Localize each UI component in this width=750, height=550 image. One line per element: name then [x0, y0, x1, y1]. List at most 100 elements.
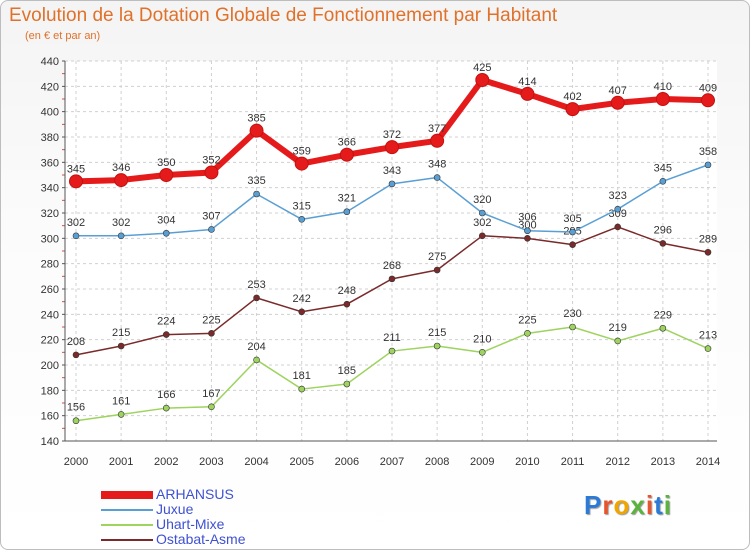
data-label-uhart-mixe: 181 — [293, 370, 311, 382]
data-label-ostabat-asme: 215 — [112, 327, 130, 339]
data-point-uhart-mixe — [524, 330, 531, 337]
data-point-ostabat-asme — [162, 331, 170, 338]
logo-letter: r — [602, 490, 614, 520]
logo-letter: o — [613, 490, 631, 520]
data-point-arhansus — [565, 102, 580, 117]
x-tick-label: 2001 — [109, 456, 133, 468]
data-label-arhansus: 407 — [609, 85, 627, 97]
y-tick-label: 300 — [41, 233, 59, 245]
data-label-ostabat-asme: 268 — [383, 260, 401, 272]
data-label-arhansus: 352 — [202, 154, 220, 166]
y-tick-label: 420 — [41, 81, 59, 93]
data-point-juxue — [343, 208, 351, 216]
data-point-juxue — [72, 232, 80, 240]
data-point-arhansus — [701, 93, 715, 108]
data-label-arhansus: 425 — [473, 62, 491, 74]
data-point-arhansus — [69, 174, 83, 189]
data-label-juxue: 305 — [563, 213, 581, 225]
data-point-arhansus — [520, 86, 535, 101]
data-label-arhansus: 414 — [518, 76, 536, 88]
data-point-uhart-mixe — [569, 323, 576, 331]
data-label-arhansus: 366 — [338, 137, 356, 149]
data-label-uhart-mixe: 166 — [157, 389, 175, 401]
data-point-uhart-mixe — [614, 337, 622, 345]
logo-letter: t — [654, 490, 664, 520]
data-label-ostabat-asme: 296 — [654, 224, 672, 236]
data-label-juxue: 348 — [428, 159, 446, 171]
x-tick-label: 2009 — [470, 456, 494, 468]
data-label-ostabat-asme: 302 — [473, 217, 491, 229]
data-label-arhansus: 402 — [563, 91, 581, 103]
data-label-juxue: 343 — [383, 165, 401, 177]
x-tick-label: 2008 — [425, 456, 449, 468]
data-point-ostabat-asme — [117, 342, 125, 350]
data-point-ostabat-asme — [524, 235, 531, 242]
data-label-ostabat-asme: 225 — [202, 314, 220, 326]
logo-letter: P — [584, 490, 603, 520]
data-point-arhansus — [610, 95, 625, 110]
data-label-uhart-mixe: 185 — [338, 365, 356, 377]
data-point-ostabat-asme — [208, 330, 215, 337]
data-label-arhansus: 359 — [293, 146, 311, 158]
data-point-uhart-mixe — [208, 403, 215, 411]
data-label-juxue: 304 — [157, 214, 175, 226]
data-label-arhansus: 346 — [112, 162, 130, 174]
data-label-juxue: 315 — [293, 200, 311, 212]
data-point-juxue — [524, 227, 531, 235]
x-tick-label: 2013 — [651, 456, 675, 468]
y-tick-label: 180 — [41, 385, 59, 397]
data-label-arhansus: 409 — [699, 82, 717, 94]
data-point-juxue — [388, 180, 396, 188]
data-point-arhansus — [114, 173, 129, 188]
legend-swatch — [101, 524, 153, 526]
data-label-ostabat-asme: 208 — [67, 336, 85, 348]
data-label-ostabat-asme: 224 — [157, 316, 175, 328]
data-label-uhart-mixe: 229 — [654, 309, 672, 321]
data-label-uhart-mixe: 204 — [247, 341, 265, 353]
data-label-arhansus: 385 — [247, 113, 265, 125]
data-label-juxue: 320 — [473, 194, 491, 206]
chart-subtitle: (en € et par an) — [25, 30, 101, 42]
data-point-arhansus — [159, 168, 174, 182]
data-label-uhart-mixe: 161 — [112, 395, 130, 407]
data-point-arhansus — [294, 156, 309, 171]
legend-label: Juxue — [156, 501, 194, 517]
x-tick-label: 2000 — [64, 456, 88, 468]
y-tick-label: 360 — [41, 157, 59, 169]
data-point-juxue — [569, 228, 576, 236]
data-point-juxue — [614, 205, 622, 213]
y-tick-label: 340 — [41, 183, 59, 195]
data-point-uhart-mixe — [659, 324, 667, 332]
data-point-juxue — [659, 178, 667, 185]
data-label-uhart-mixe: 213 — [699, 330, 717, 342]
x-tick-label: 2010 — [515, 456, 539, 468]
data-point-ostabat-asme — [72, 351, 80, 359]
legend-swatch — [101, 509, 153, 511]
x-tick-label: 2014 — [696, 456, 720, 468]
x-tick-label: 2007 — [380, 456, 404, 468]
legend-label: Uhart-Mixe — [156, 516, 225, 532]
data-label-juxue: 323 — [609, 190, 627, 202]
data-label-juxue: 307 — [202, 210, 220, 222]
data-label-juxue: 335 — [247, 175, 265, 187]
data-label-uhart-mixe: 230 — [563, 308, 581, 320]
data-point-juxue — [704, 161, 712, 169]
y-tick-label: 160 — [41, 411, 59, 423]
y-tick-label: 280 — [41, 259, 59, 271]
data-point-uhart-mixe — [162, 404, 170, 412]
logo-letter: i — [663, 490, 672, 520]
data-point-juxue — [117, 232, 125, 240]
data-point-juxue — [433, 174, 441, 181]
data-point-uhart-mixe — [253, 356, 260, 364]
y-tick-label: 200 — [41, 360, 59, 372]
y-tick-label: 220 — [41, 335, 59, 347]
data-point-arhansus — [339, 147, 354, 162]
data-label-arhansus: 350 — [157, 157, 175, 169]
data-label-ostabat-asme: 248 — [338, 285, 356, 297]
data-point-ostabat-asme — [478, 232, 486, 240]
data-label-arhansus: 410 — [654, 81, 672, 93]
data-label-ostabat-asme: 242 — [293, 293, 311, 305]
x-tick-label: 2003 — [199, 456, 223, 468]
data-point-ostabat-asme — [433, 266, 441, 274]
data-label-juxue: 358 — [699, 146, 717, 158]
